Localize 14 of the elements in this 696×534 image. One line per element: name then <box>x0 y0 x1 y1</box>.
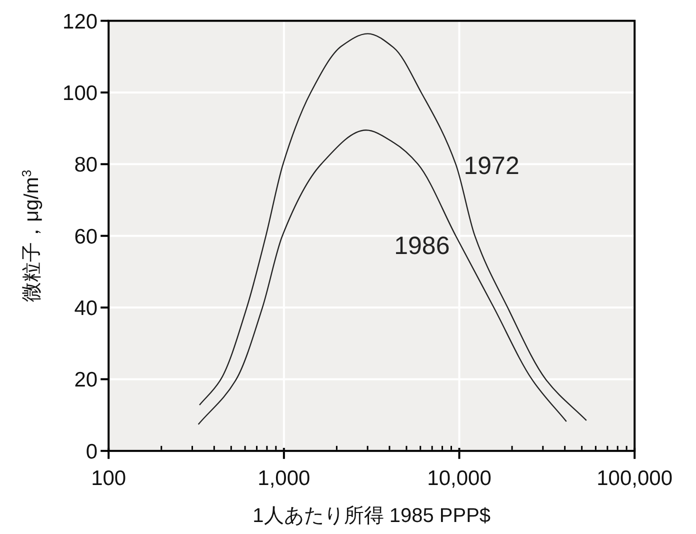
x-axis-title: 1人あたり所得 1985 PPP$ <box>252 505 491 527</box>
y-tick-label: 20 <box>74 368 98 392</box>
x-tick-label: 100,000 <box>596 466 673 490</box>
y-tick-label: 60 <box>74 225 98 248</box>
y-tick-label: 80 <box>74 154 98 177</box>
x-tick-label: 100 <box>91 466 126 490</box>
y-tick-label: 0 <box>86 440 98 464</box>
x-tick-label: 1,000 <box>258 466 310 490</box>
y-tick-label: 120 <box>62 10 98 34</box>
y-tick-label: 40 <box>74 297 98 320</box>
y-tick-label: 100 <box>62 82 98 105</box>
x-tick-label: 10,000 <box>427 466 492 490</box>
series-label: 1972 <box>464 152 520 180</box>
series-label: 1986 <box>394 232 450 260</box>
